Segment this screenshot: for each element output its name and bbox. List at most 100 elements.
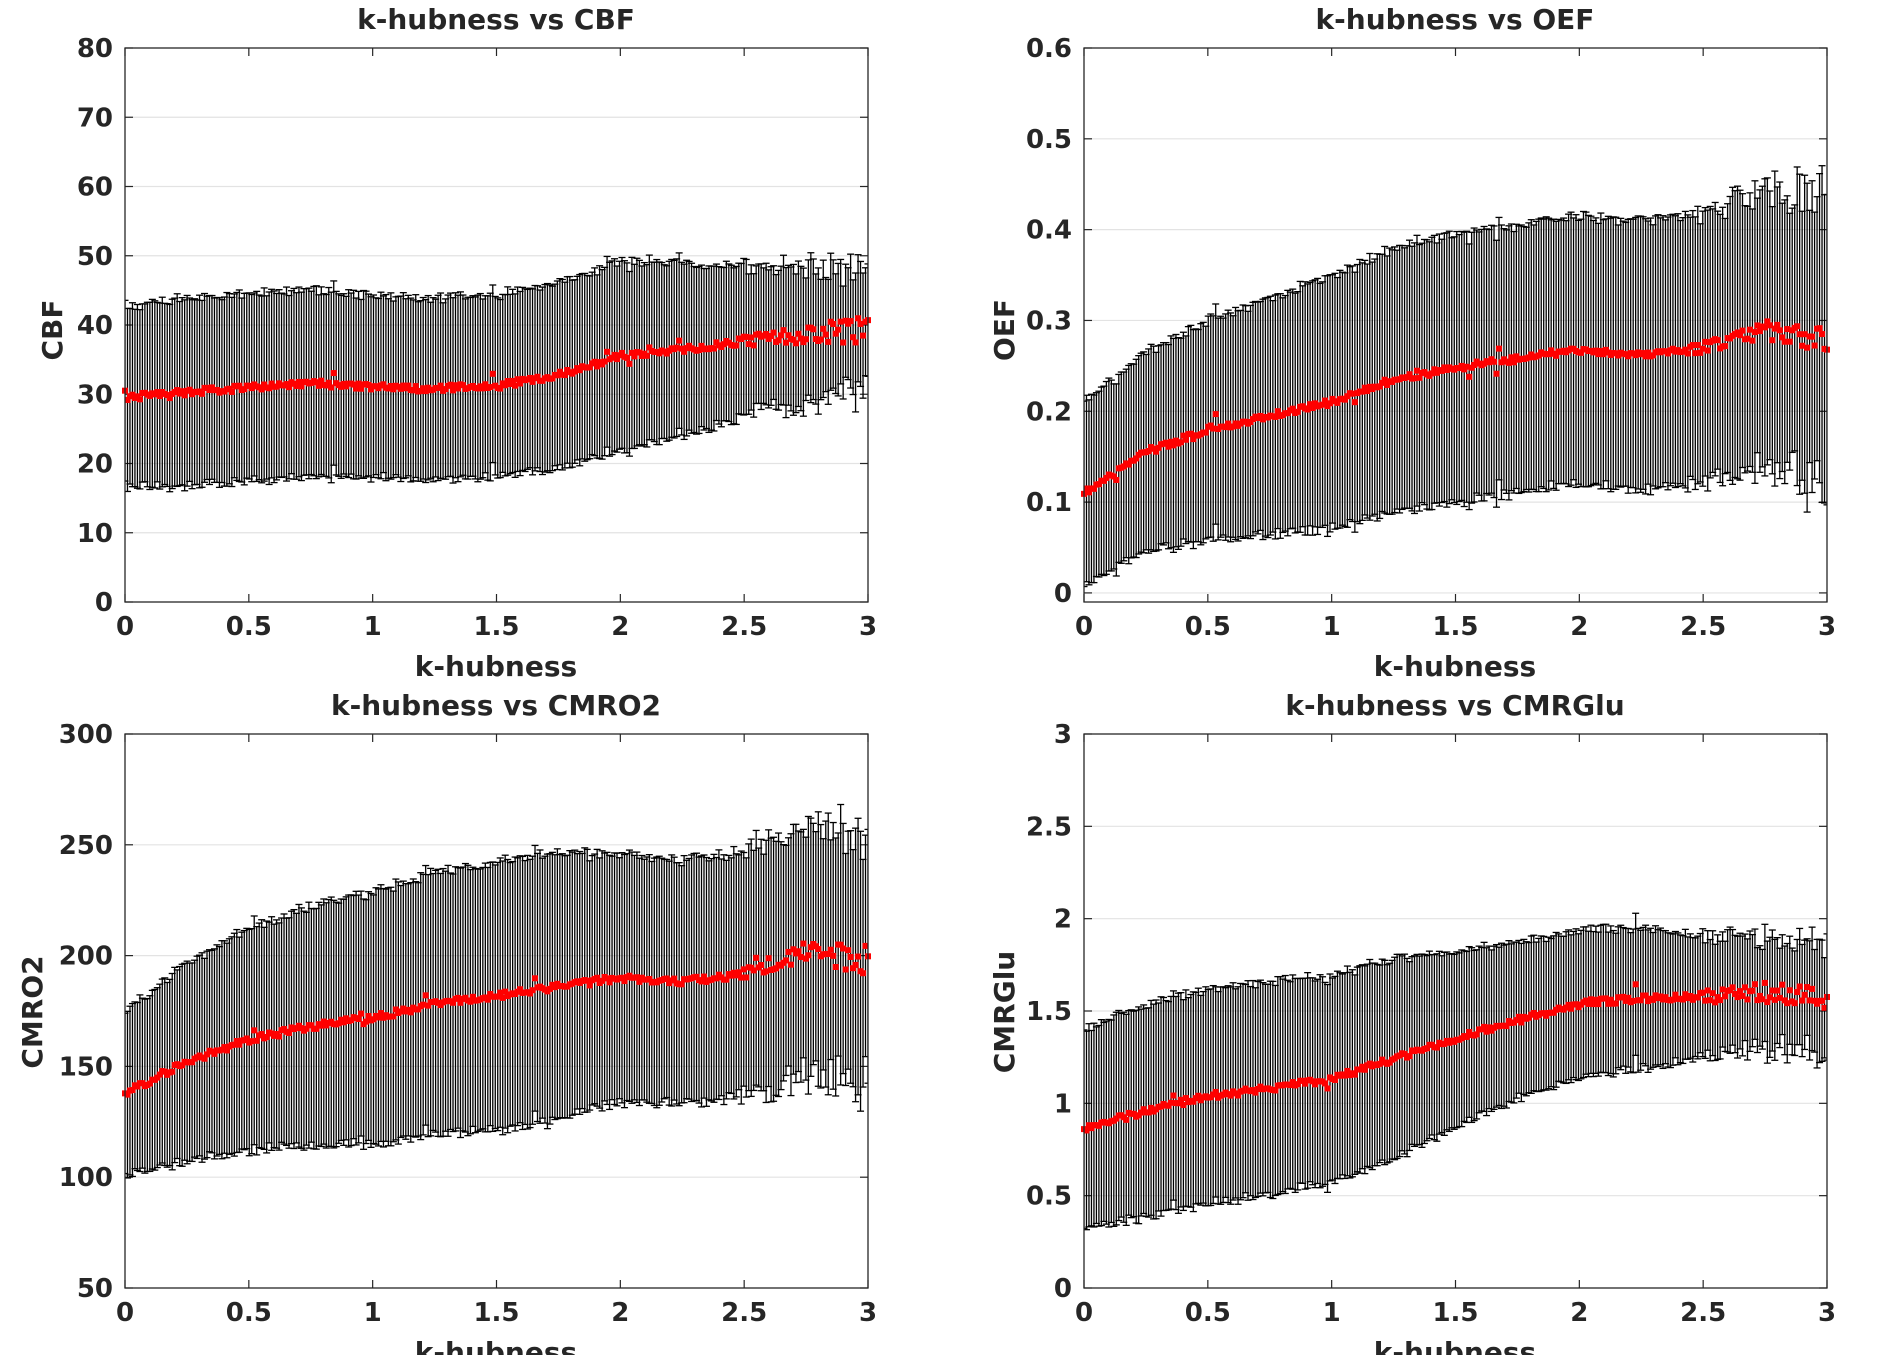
data-point [512, 382, 519, 389]
data-point [494, 993, 501, 1000]
data-point [380, 381, 387, 388]
data-point [621, 978, 628, 985]
data-point [1515, 1013, 1522, 1020]
data-point [1781, 338, 1788, 345]
data-point [1167, 438, 1174, 445]
data-point [1140, 1106, 1147, 1113]
data-point [850, 334, 857, 341]
data-point [437, 382, 444, 389]
data-point [507, 380, 514, 387]
data-point [1376, 1060, 1383, 1067]
data-point [1712, 999, 1719, 1006]
data-point [1657, 993, 1664, 1000]
data-point [611, 351, 618, 358]
data-point [1331, 1076, 1338, 1083]
data-point [1180, 432, 1187, 439]
data-point [604, 975, 611, 982]
y-axis-label: CBF [36, 299, 69, 360]
data-point [860, 332, 867, 339]
x-axis-label: k-hubness [1374, 650, 1536, 683]
data-point [1729, 984, 1736, 991]
data-point [1545, 351, 1552, 358]
data-point [1202, 429, 1209, 436]
plot-title: k-hubness vs CMRGlu [1285, 689, 1624, 722]
data-point [594, 974, 601, 981]
data-point [1697, 349, 1704, 356]
data-point [350, 381, 357, 388]
data-point [469, 993, 476, 1000]
data-point [710, 345, 717, 352]
data-point [1749, 337, 1756, 344]
y-tick-label: 50 [77, 1274, 113, 1304]
data-point [1322, 397, 1329, 404]
data-point [1327, 400, 1334, 407]
data-point [1145, 448, 1152, 455]
data-point [591, 358, 598, 365]
data-point [412, 383, 419, 390]
data-point [1784, 326, 1791, 333]
data-point [614, 356, 621, 363]
data-point [1530, 1009, 1537, 1016]
y-tick-label: 0 [95, 588, 113, 618]
data-point [1722, 993, 1729, 1000]
data-point [124, 1091, 131, 1098]
data-point [633, 974, 640, 981]
data-point [1364, 388, 1371, 395]
data-point [1125, 461, 1132, 468]
data-point [1473, 1031, 1480, 1038]
data-point [1632, 981, 1639, 988]
data-point [527, 990, 534, 997]
data-point [1257, 412, 1264, 419]
data-point [1605, 1000, 1612, 1007]
data-point [604, 348, 611, 355]
data-point [1694, 342, 1701, 349]
data-point [1620, 993, 1627, 1000]
data-point [1682, 346, 1689, 353]
data-point [1466, 373, 1473, 380]
data-point [1272, 1087, 1279, 1094]
data-point [1699, 989, 1706, 996]
data-point [802, 955, 809, 962]
data-point [1587, 996, 1594, 1003]
panel-cbf: k-hubness vs CBF k-hubness CBF 010203040… [36, 3, 877, 683]
data-point [738, 974, 745, 981]
data-point [1416, 374, 1423, 381]
data-point [549, 375, 556, 382]
data-point [782, 339, 789, 346]
data-point [286, 1029, 293, 1036]
data-point [636, 349, 643, 356]
data-point [1801, 331, 1808, 338]
data-point [186, 386, 193, 393]
data-point [204, 1051, 211, 1058]
data-point [631, 353, 638, 360]
data-point [1312, 400, 1319, 407]
data-point [1819, 331, 1826, 338]
data-point [1689, 342, 1696, 349]
data-point [1466, 1028, 1473, 1035]
data-point [268, 380, 275, 387]
data-point [358, 385, 365, 392]
data-point [1359, 388, 1366, 395]
data-point [623, 354, 630, 361]
data-point [837, 941, 844, 948]
data-point [1272, 413, 1279, 420]
data-point [1274, 408, 1281, 415]
data-point [1471, 361, 1478, 368]
plot-title: k-hubness vs CMRO2 [331, 689, 661, 722]
data-point [420, 1001, 427, 1008]
data-point [1344, 393, 1351, 400]
data-point [1187, 430, 1194, 437]
data-point [1083, 1127, 1090, 1134]
data-point [407, 1009, 414, 1016]
x-axis-label: k-hubness [1374, 1336, 1536, 1355]
data-point [790, 336, 797, 343]
x-tick-label: 2.5 [721, 1298, 767, 1328]
data-point [375, 1014, 382, 1021]
data-point [251, 1027, 258, 1034]
data-point [1170, 1092, 1177, 1099]
data-point [840, 339, 847, 346]
data-point [852, 961, 859, 968]
data-point [1319, 401, 1326, 408]
data-point [283, 381, 290, 388]
data-point [1637, 997, 1644, 1004]
